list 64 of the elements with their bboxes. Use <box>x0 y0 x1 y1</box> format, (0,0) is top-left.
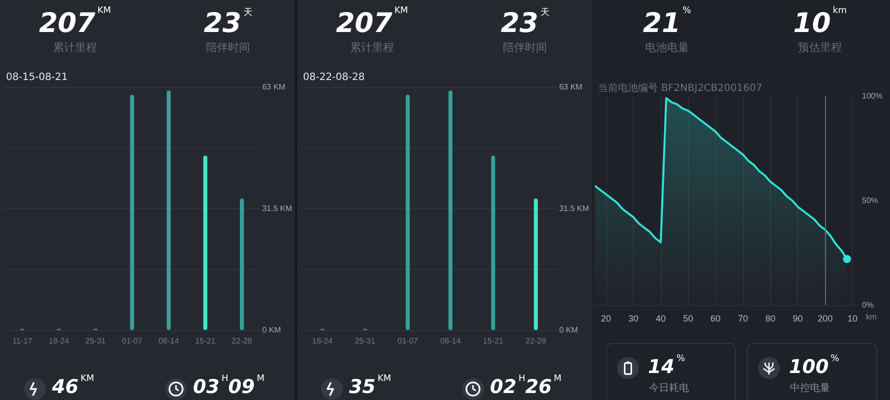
y-tick-label: 0 KM <box>262 326 282 334</box>
text: 35$^{KM}$ <box>349 374 392 398</box>
text: 累计里程 <box>350 40 394 55</box>
x-tick-label: 15-21 <box>195 336 216 346</box>
x-axis-title: km <box>866 312 877 322</box>
bar <box>406 94 410 330</box>
chart-title: 08-22-08-28 <box>303 72 365 83</box>
text: 100$^{%}$ <box>789 354 840 378</box>
x-tick-label: 90 <box>792 314 803 324</box>
text: 电池电量 <box>645 40 689 55</box>
y-tick-label: 0% <box>862 300 874 310</box>
text: 今日耗电 <box>649 382 689 395</box>
text: 陪伴时间 <box>206 40 250 55</box>
bar <box>130 94 134 330</box>
text: 23$^{天}$ <box>500 8 550 39</box>
y-tick-label: 0 KM <box>559 326 578 334</box>
x-tick-label: 01-07 <box>398 336 419 346</box>
bar <box>534 198 538 330</box>
text: 陪伴时间 <box>503 40 547 55</box>
bar <box>203 156 208 330</box>
x-tick-label: 18-24 <box>312 336 334 346</box>
x-tick-label: 20 <box>600 314 611 324</box>
x-tick-label: 22-28 <box>232 336 253 346</box>
text: 中控电量 <box>790 382 830 395</box>
chart-title: 当前电池编号 BF2NBJ2CB2001607 <box>598 82 762 95</box>
text: 46$^{KM}$ <box>52 374 94 398</box>
x-tick-label: 08-14 <box>440 336 462 346</box>
bar <box>448 90 452 330</box>
text: 02$^{H}$26$^{M}$ <box>490 374 562 398</box>
x-tick-label: 70 <box>738 314 748 324</box>
text: 207$^{KM}$ <box>336 6 408 39</box>
bar <box>240 198 244 330</box>
y-tick-label: 100% <box>862 92 882 100</box>
text: 14$^{%}$ <box>648 354 686 378</box>
x-tick-label: 25-31 <box>85 336 106 346</box>
x-tick-label: 11-17 <box>12 336 33 346</box>
x-tick-label: 08-14 <box>158 336 180 346</box>
text: 207$^{KM}$ <box>38 6 112 39</box>
x-tick-label: 01-07 <box>122 336 143 346</box>
text: 累计里程 <box>53 40 97 55</box>
y-tick-label: 50% <box>862 196 878 205</box>
text: 预估里程 <box>798 40 842 55</box>
x-tick-label: 18-24 <box>48 336 70 346</box>
bar <box>491 156 496 330</box>
x-tick-label: 10 <box>848 314 858 324</box>
x-tick-label: 60 <box>710 314 721 324</box>
y-tick-label: 31.5 KM <box>559 204 590 213</box>
bar <box>166 90 171 330</box>
text: 10$^{km}$ <box>793 6 847 39</box>
y-tick-label: 63 KM <box>559 82 583 92</box>
x-tick-label: 50 <box>683 314 694 324</box>
chart-title: 08-15-08-21 <box>6 72 68 83</box>
text: 23$^{天}$ <box>204 8 252 39</box>
y-tick-label: 63 KM <box>262 82 286 92</box>
x-tick-label: 80 <box>765 314 776 324</box>
x-tick-label: 22-28 <box>526 336 547 346</box>
x-tick-label: 30 <box>628 314 638 324</box>
x-tick-label: 40 <box>656 314 666 324</box>
text: 03$^{H}$09$^{M}$ <box>193 374 264 398</box>
y-tick-label: 31.5 KM <box>262 204 292 213</box>
x-tick-label: 200 <box>818 314 833 324</box>
text: 21$^{%}$ <box>642 6 692 39</box>
x-tick-label: 25-31 <box>354 336 376 346</box>
x-tick-label: 15-21 <box>482 336 504 346</box>
